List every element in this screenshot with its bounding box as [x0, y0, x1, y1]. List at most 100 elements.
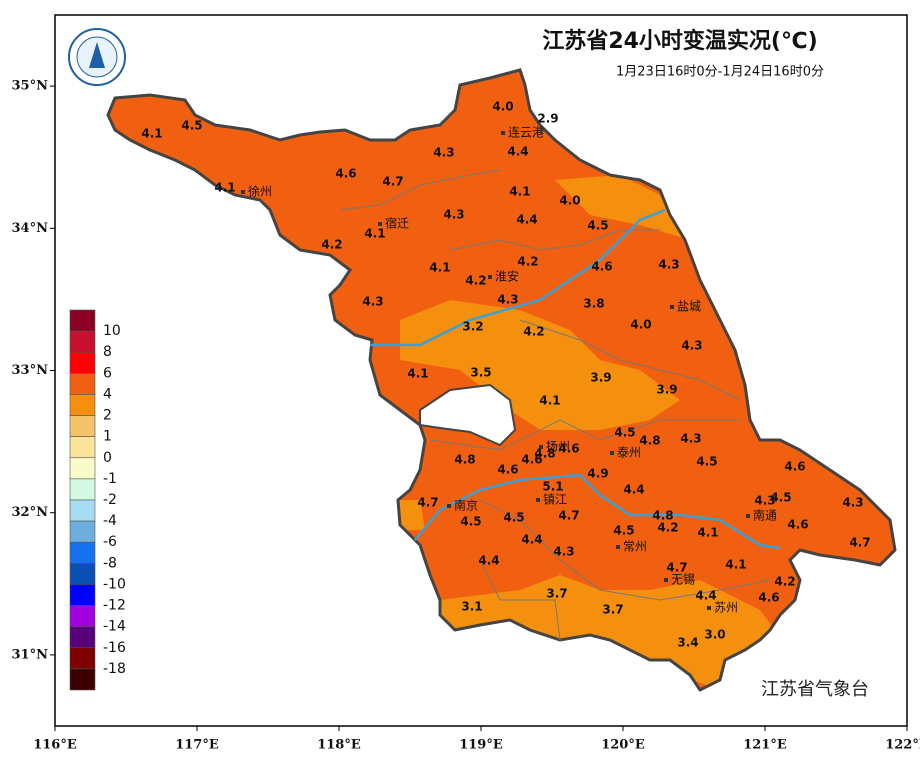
station-value: 4.8 — [652, 509, 673, 523]
station-value: 4.3 — [681, 339, 702, 353]
x-tick-label: 119°E — [459, 738, 503, 753]
y-tick-label: 32°N — [12, 505, 49, 520]
station-value: 4.0 — [492, 100, 513, 114]
legend-label: 4 — [103, 386, 112, 402]
fill-2-4 — [555, 175, 690, 240]
station-value: 4.5 — [614, 426, 635, 440]
subtitle: 1月23日16时0分-1月24日16时0分 — [616, 65, 824, 80]
station-value: 4.1 — [407, 367, 428, 381]
station-value: 4.0 — [630, 318, 651, 332]
station-value: 4.3 — [754, 494, 775, 508]
legend-label: -10 — [103, 576, 126, 592]
station-value: 4.2 — [321, 238, 342, 252]
legend-swatch — [69, 541, 96, 564]
station-value: 4.3 — [842, 496, 863, 510]
legend-swatch — [69, 647, 96, 670]
city-name: 常州 — [623, 540, 647, 554]
station-value: 4.3 — [497, 293, 518, 307]
station-value: 4.1 — [725, 558, 746, 572]
legend-label: -8 — [103, 555, 117, 571]
city-name: 无锡 — [671, 572, 695, 587]
labels: 116°E 117°E 118°E 119°E 120°E 121°E 122°E 31°N 3… — [12, 79, 920, 753]
station-value: 3.9 — [656, 383, 677, 397]
city-name: 镇江 — [543, 493, 567, 507]
city-dot — [670, 305, 674, 309]
city-dot — [539, 445, 543, 449]
source: 江苏省气象台 — [761, 679, 869, 700]
station-value: 4.8 — [454, 453, 475, 467]
legend-swatch — [69, 605, 96, 627]
station-value: 3.1 — [461, 600, 482, 614]
station-value: 4.0 — [559, 194, 580, 208]
legend-swatch — [69, 394, 96, 416]
legend-label: -16 — [103, 640, 126, 656]
station-value: 4.7 — [849, 536, 870, 550]
legend-label: -2 — [103, 492, 117, 508]
station-value: 4.5 — [696, 455, 717, 469]
city-dot — [616, 545, 620, 549]
station-value: 4.2 — [774, 575, 795, 589]
legend-label: 0 — [103, 450, 112, 466]
legend-label: -1 — [103, 471, 117, 487]
legend-swatch — [69, 626, 96, 649]
station-value: 4.1 — [214, 181, 235, 195]
legend-label: -14 — [103, 619, 126, 635]
city-name: 淮安 — [495, 269, 519, 284]
station-value: 4.3 — [433, 146, 454, 160]
station-value: 4.1 — [697, 526, 718, 540]
y-tick-label: 34°N — [12, 221, 49, 236]
station-value: 4.4 — [516, 213, 537, 227]
station-value: 4.4 — [507, 145, 528, 159]
logo — [68, 28, 126, 86]
city-name: 南京 — [454, 498, 478, 513]
x-tick-label: 118°E — [317, 738, 361, 753]
station-value: 2.9 — [537, 112, 558, 126]
legend-label: -18 — [103, 661, 126, 677]
legend-swatch — [69, 457, 96, 480]
city-dot — [488, 275, 492, 279]
legend-label: 8 — [103, 344, 112, 360]
y-tick-label: 35°N — [12, 79, 49, 94]
city-dot — [610, 451, 614, 455]
x-tick-label: 116°E — [33, 738, 77, 753]
station-value: 4.5 — [613, 524, 634, 538]
station-value: 4.2 — [523, 325, 544, 339]
city-name: 连云港 — [508, 125, 544, 140]
legend-swatch — [69, 478, 96, 501]
station-value: 4.6 — [521, 453, 542, 467]
fill-2-4 — [440, 575, 775, 690]
station-value: 4.9 — [587, 467, 608, 481]
legend-swatch — [69, 563, 96, 585]
station-value: 4.6 — [497, 463, 518, 477]
station-value: 4.5 — [770, 491, 791, 505]
legend-label: 2 — [103, 408, 112, 424]
legend-swatch — [69, 351, 96, 374]
city-name: 苏州 — [714, 601, 738, 615]
fill-2-4 — [400, 300, 680, 430]
city-name: 徐州 — [248, 184, 272, 199]
station-value: 4.3 — [362, 295, 383, 309]
station-value: 4.5 — [460, 515, 481, 529]
station-value: 4.7 — [417, 496, 438, 510]
station-value: 3.5 — [470, 366, 491, 380]
city-dot — [501, 131, 505, 135]
city-borders — [339, 169, 771, 641]
station-value: 4.8 — [534, 447, 555, 461]
city-dot — [746, 514, 750, 518]
legend-swatch — [69, 373, 96, 395]
station-value: 4.3 — [443, 208, 464, 222]
legend-label: -12 — [103, 598, 126, 614]
city-dot — [707, 606, 711, 610]
city-dot — [536, 498, 540, 502]
station-value: 3.2 — [462, 320, 483, 334]
city-name: 南通 — [753, 508, 777, 523]
station-value: 4.7 — [558, 509, 579, 523]
y-tick-label: 33°N — [12, 363, 49, 378]
station-value: 4.3 — [680, 432, 701, 446]
station-value: 4.2 — [657, 521, 678, 535]
station-value: 3.0 — [704, 628, 725, 642]
city-name: 盐城 — [677, 300, 701, 314]
station-value: 4.8 — [639, 434, 660, 448]
city-name: 泰州 — [617, 446, 641, 460]
station-value: 4.5 — [503, 511, 524, 525]
